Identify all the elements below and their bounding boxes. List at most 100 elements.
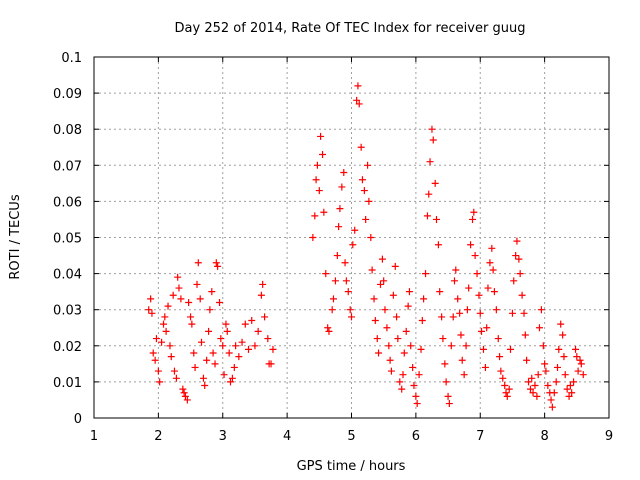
data-point [574, 367, 582, 375]
data-point [336, 205, 344, 213]
data-point [344, 288, 352, 296]
chart-title: Day 252 of 2014, Rate Of TEC Index for r… [175, 21, 526, 36]
data-point [458, 356, 466, 364]
data-point [547, 396, 555, 404]
data-point [387, 367, 395, 375]
data-point [490, 288, 498, 296]
data-point [405, 288, 413, 296]
data-point [561, 371, 569, 379]
data-point [550, 389, 558, 397]
data-point [259, 280, 267, 288]
data-point [324, 324, 332, 332]
data-point [201, 382, 209, 390]
data-point [537, 306, 545, 314]
data-point [412, 392, 420, 400]
data-point [579, 371, 587, 379]
data-point [315, 187, 323, 195]
data-point [415, 371, 423, 379]
data-point [251, 342, 259, 350]
data-point [152, 335, 160, 343]
data-point [417, 345, 425, 353]
data-point [535, 324, 543, 332]
data-point [529, 389, 537, 397]
data-point [469, 215, 477, 223]
data-point [489, 266, 497, 274]
data-point [180, 389, 188, 397]
data-point [407, 342, 415, 350]
data-point [230, 363, 238, 371]
data-point [362, 215, 370, 223]
data-point [376, 280, 384, 288]
data-point [226, 378, 234, 386]
y-tick-label: 0.1 [61, 51, 82, 66]
data-point [338, 183, 346, 191]
data-point [175, 284, 183, 292]
data-point [428, 125, 436, 133]
data-point [346, 306, 354, 314]
data-point [559, 331, 567, 339]
data-point [541, 360, 549, 368]
y-tick-label: 0.09 [53, 87, 82, 102]
data-point [193, 280, 201, 288]
data-point [420, 295, 428, 303]
data-point [311, 212, 319, 220]
data-point [181, 392, 189, 400]
data-point [349, 241, 357, 249]
data-point [476, 309, 484, 317]
data-point [475, 291, 483, 299]
data-point [235, 353, 243, 361]
data-point [515, 255, 523, 263]
y-tick-label: 0.08 [53, 123, 82, 138]
x-tick-labels: 1 2 3 4 5 6 7 8 9 [90, 429, 613, 444]
data-point [370, 295, 378, 303]
data-point [413, 400, 421, 408]
data-point [521, 331, 529, 339]
data-point [499, 374, 507, 382]
data-point [431, 179, 439, 187]
data-point [386, 356, 394, 364]
data-point [465, 284, 473, 292]
data-point [512, 252, 520, 260]
data-point [533, 392, 541, 400]
data-point [409, 363, 417, 371]
data-point [451, 277, 458, 285]
data-point [486, 259, 494, 267]
data-point [199, 374, 207, 382]
data-point [375, 349, 383, 357]
data-point [177, 295, 185, 303]
data-point [319, 150, 327, 158]
x-tick-label: 1 [90, 429, 98, 444]
data-point [385, 342, 393, 350]
data-point [513, 237, 521, 245]
data-point [389, 291, 397, 299]
data-point [568, 389, 576, 397]
data-point [220, 371, 228, 379]
data-point [225, 349, 233, 357]
data-point [463, 306, 471, 314]
data-point [216, 298, 224, 306]
data-point [523, 356, 531, 364]
data-point [544, 382, 552, 390]
data-point [196, 295, 204, 303]
data-point [548, 403, 556, 411]
data-point [381, 306, 389, 314]
data-point [457, 331, 465, 339]
data-point [534, 371, 542, 379]
data-point [425, 190, 433, 198]
data-point [418, 317, 426, 325]
data-point [454, 295, 462, 303]
y-tick-label: 0.07 [53, 159, 82, 174]
data-point [313, 161, 321, 169]
data-point [426, 158, 434, 166]
data-point [577, 360, 585, 368]
data-point [161, 313, 169, 321]
data-point [156, 378, 164, 386]
data-point [398, 385, 406, 393]
data-point [460, 371, 468, 379]
data-point [248, 317, 256, 325]
data-point [449, 313, 457, 321]
data-point [552, 378, 560, 386]
data-point [358, 176, 366, 184]
y-tick-label: 0.01 [53, 376, 82, 391]
data-point [501, 382, 509, 390]
